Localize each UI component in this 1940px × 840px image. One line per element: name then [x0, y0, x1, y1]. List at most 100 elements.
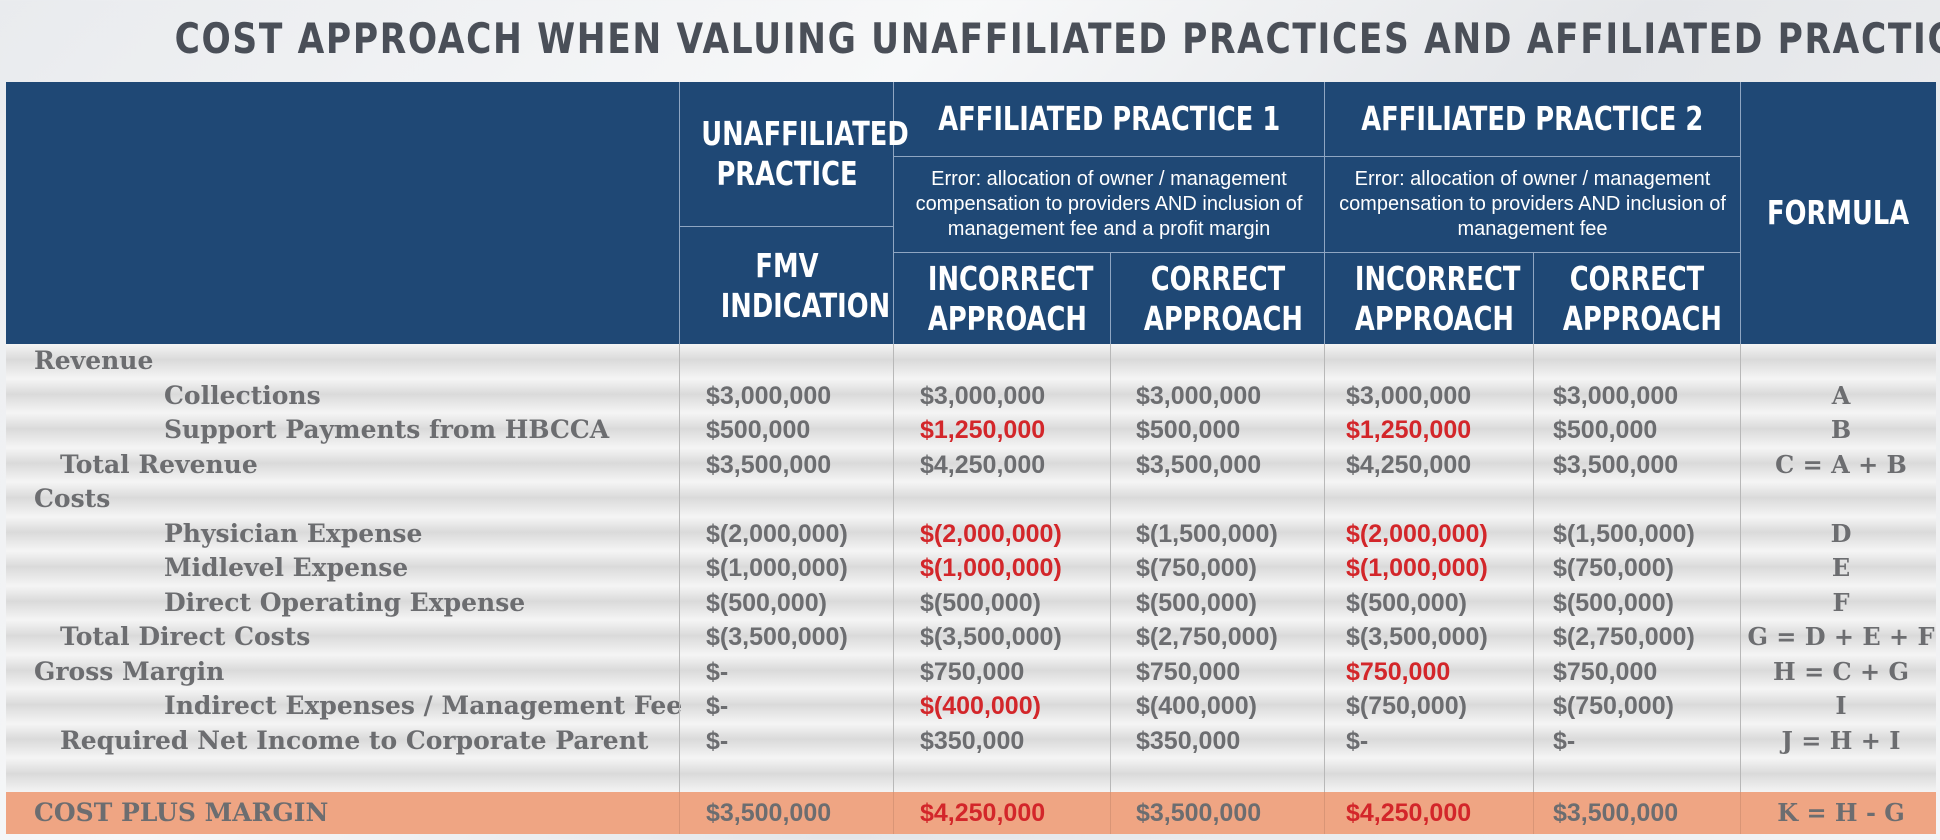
row-formula: E [1831, 553, 1851, 582]
correct-approach-heading-2: CORRECT APPROACH [1562, 258, 1722, 338]
row-value: $- [706, 657, 729, 686]
row-value: $(500,000) [1553, 588, 1674, 617]
row-value: $500,000 [1553, 416, 1658, 444]
row-value: $350,000 [920, 726, 1025, 755]
row-formula: J = H + I [1781, 725, 1901, 755]
table-row: Direct Operating Expense $(500,000) $(500,… [6, 586, 1936, 621]
row-label: Midlevel Expense [164, 553, 409, 582]
row-formula: F [1832, 587, 1850, 617]
row-value: $- [1553, 726, 1576, 755]
row-formula [1741, 482, 1940, 517]
row-value: $(750,000) [1553, 554, 1674, 582]
row-value: $(1,000,000) [920, 554, 1062, 582]
table-row: Revenue [6, 344, 1936, 379]
row-value: $(2,000,000) [706, 519, 848, 548]
row-value: $(2,000,000) [1346, 519, 1488, 548]
row-formula: G = D + E + F [1747, 622, 1935, 651]
row-value: $750,000 [920, 657, 1025, 686]
row-value: $1,250,000 [920, 416, 1046, 444]
row-value: $(1,500,000) [1553, 519, 1695, 548]
table-row: Required Net Income to Corporate Parent $… [6, 724, 1936, 759]
row-value: $3,500,000 [706, 799, 832, 827]
row-value: $(500,000) [920, 588, 1041, 617]
row-value: $- [1346, 726, 1369, 755]
row-label: Direct Operating Expense [164, 587, 526, 617]
row-label: COST PLUS MARGIN [34, 798, 329, 827]
row-label: Collections [164, 380, 321, 410]
row-formula: D [1830, 518, 1852, 548]
row-value: $3,500,000 [1136, 799, 1262, 827]
row-value: $(750,000) [1553, 692, 1674, 720]
unaffiliated-practice-heading: UNAFFILIATED PRACTICE [700, 114, 909, 193]
row-value: $750,000 [1346, 657, 1451, 686]
row-value: $- [706, 692, 729, 720]
row-formula: K = H - G [1777, 798, 1905, 827]
table-row: Physician Expense $(2,000,000) $(2,000,000… [6, 517, 1936, 552]
row-formula: C = A + B [1775, 449, 1907, 479]
table-row: Indirect Expenses / Management Fee $- $(40… [6, 689, 1936, 724]
row-value: $(1,000,000) [1346, 554, 1488, 582]
row-formula: I [1835, 691, 1847, 720]
row-value: $3,500,000 [1553, 799, 1679, 827]
incorrect-approach-heading-2: INCORRECT APPROACH [1354, 258, 1521, 338]
row-value: $(3,500,000) [1346, 623, 1488, 651]
row-formula: B [1830, 415, 1852, 444]
row-value: $350,000 [1136, 726, 1241, 755]
row-value: $(750,000) [1136, 554, 1257, 582]
fmv-indication-heading: FMV INDICATION [720, 245, 890, 325]
row-value: $3,500,000 [1136, 450, 1262, 479]
row-label: Physician Expense [164, 518, 423, 548]
row-value: $3,500,000 [706, 450, 832, 479]
table-body: Revenue Collections $3,000,000 $3,000,000 $3… [6, 344, 1936, 834]
row-value: $- [706, 726, 729, 755]
affiliated-practice-1-error-note: Error: allocation of owner / management … [915, 167, 1303, 240]
row-value: $3,000,000 [1136, 381, 1262, 410]
table-row: Collections $3,000,000 $3,000,000 $3,000,00… [6, 379, 1936, 414]
incorrect-approach-heading-1: INCORRECT APPROACH [927, 258, 1094, 338]
table-row: Support Payments from HBCCA $500,000 $1,25… [6, 413, 1936, 448]
correct-approach-heading-1: CORRECT APPROACH [1143, 258, 1303, 338]
row-label: Required Net Income to Corporate Parent [60, 725, 649, 755]
row-value: $3,000,000 [706, 381, 832, 410]
row-value: $500,000 [706, 416, 811, 444]
row-value: $3,500,000 [1553, 450, 1679, 479]
row-label: Total Revenue [60, 449, 258, 479]
row-label: Indirect Expenses / Management Fee [164, 691, 683, 720]
row-value: $4,250,000 [920, 799, 1046, 827]
page-title: COST APPROACH WHEN VALUING UNAFFILIATED … [174, 14, 1940, 63]
row-label: Total Direct Costs [60, 622, 311, 651]
affiliated-practice-2-heading: AFFILIATED PRACTICE 2 [1361, 99, 1704, 138]
row-value: $(400,000) [920, 692, 1041, 720]
row-value: $(2,750,000) [1136, 623, 1278, 651]
row-formula: H = C + G [1773, 656, 1909, 686]
row-value: $(2,000,000) [920, 519, 1062, 548]
table-row: Gross Margin $- $750,000 $750,000 $750,000 $7… [6, 655, 1936, 690]
row-value: $750,000 [1553, 657, 1658, 686]
row-formula: A [1831, 380, 1851, 410]
row-label: Support Payments from HBCCA [164, 415, 610, 444]
row-value: $(3,500,000) [706, 623, 848, 651]
row-value: $500,000 [1136, 416, 1241, 444]
row-value: $(500,000) [706, 588, 827, 617]
table-header: UNAFFILIATED PRACTICE AFFILIATED PRACTIC… [6, 82, 1936, 344]
table-row: Midlevel Expense $(1,000,000) $(1,000,000)… [6, 551, 1936, 586]
row-value: $1,250,000 [1346, 416, 1472, 444]
table-row: Costs [6, 482, 1936, 517]
row-value: $(1,500,000) [1136, 519, 1278, 548]
row-value: $4,250,000 [1346, 799, 1472, 827]
row-value: $(750,000) [1346, 692, 1467, 720]
row-value: $750,000 [1136, 657, 1241, 686]
row-value: $4,250,000 [1346, 450, 1472, 479]
row-value: $3,000,000 [1346, 381, 1472, 410]
row-value: $3,000,000 [920, 381, 1046, 410]
affiliated-practice-1-heading: AFFILIATED PRACTICE 1 [937, 99, 1281, 138]
table-row: Total Revenue $3,500,000 $4,250,000 $3,500,… [6, 448, 1936, 483]
row-value: $(2,750,000) [1553, 623, 1695, 651]
table-row: Total Direct Costs $(3,500,000) $(3,500,00… [6, 620, 1936, 655]
affiliated-practice-2-error-note: Error: allocation of owner / management … [1339, 167, 1726, 240]
row-label: Revenue [34, 346, 154, 375]
row-value: $4,250,000 [920, 450, 1046, 479]
row-label: Costs [34, 484, 111, 513]
row-label: Gross Margin [34, 656, 225, 686]
cost-plus-margin-row: COST PLUS MARGIN $3,500,000 $4,250,000 $3,5… [6, 792, 1936, 834]
